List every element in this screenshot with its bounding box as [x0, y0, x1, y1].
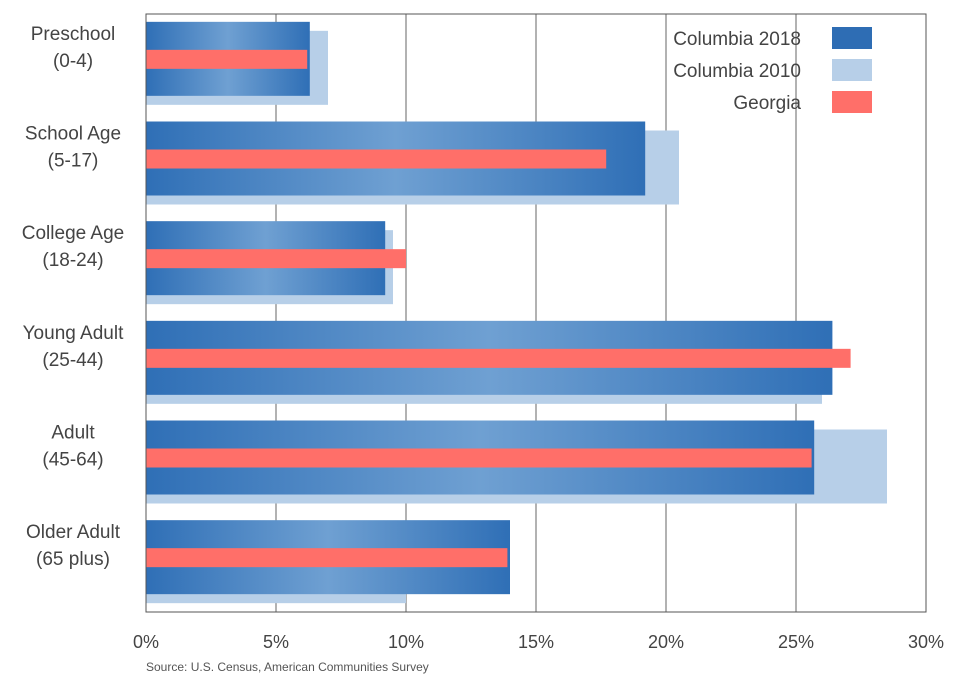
bar-georgia — [146, 348, 851, 368]
category-label: (18-24) — [42, 250, 103, 271]
series-georgia — [146, 49, 851, 568]
category-label: Older Adult — [26, 522, 121, 543]
bar-georgia — [146, 448, 812, 468]
legend: Columbia 2018 Columbia 2010 Georgia — [673, 27, 872, 114]
x-tick-labels: 0% 5% 10% 15% 20% 25% 30% — [133, 632, 944, 652]
legend-swatch — [832, 59, 872, 81]
category-label: College Age — [22, 223, 124, 244]
series-columbia-2018 — [146, 21, 833, 595]
legend-swatch — [832, 27, 872, 49]
legend-label: Columbia 2010 — [673, 61, 801, 82]
category-label: (25-44) — [42, 350, 103, 371]
x-tick-label: 15% — [518, 632, 554, 652]
category-label: (5-17) — [48, 151, 99, 172]
bar-georgia — [146, 548, 508, 568]
x-tick-label: 10% — [388, 632, 424, 652]
category-labels: Preschool (0-4) School Age (5-17) College Ag… — [22, 24, 124, 570]
category-label: Preschool — [31, 24, 116, 45]
grid-lines — [275, 14, 797, 612]
bar-georgia — [146, 49, 308, 69]
x-tick-label: 30% — [908, 632, 944, 652]
category-label: (65 plus) — [36, 549, 110, 570]
bar-georgia — [146, 249, 406, 269]
legend-label: Columbia 2018 — [673, 29, 801, 50]
legend-label: Georgia — [733, 93, 801, 114]
category-label: Young Adult — [23, 323, 124, 344]
bar-georgia — [146, 149, 607, 169]
category-label: (45-64) — [42, 450, 103, 471]
x-tick-label: 5% — [263, 632, 289, 652]
x-tick-label: 0% — [133, 632, 159, 652]
category-label: Adult — [51, 423, 95, 444]
series-columbia-2010 — [146, 30, 887, 604]
plot-frame — [145, 13, 927, 613]
category-label: School Age — [25, 124, 121, 145]
x-tick-label: 20% — [648, 632, 684, 652]
x-tick-label: 25% — [778, 632, 814, 652]
legend-swatch — [832, 91, 872, 113]
category-label: (0-4) — [53, 51, 93, 72]
source-note: Source: U.S. Census, American Communitie… — [146, 660, 429, 674]
